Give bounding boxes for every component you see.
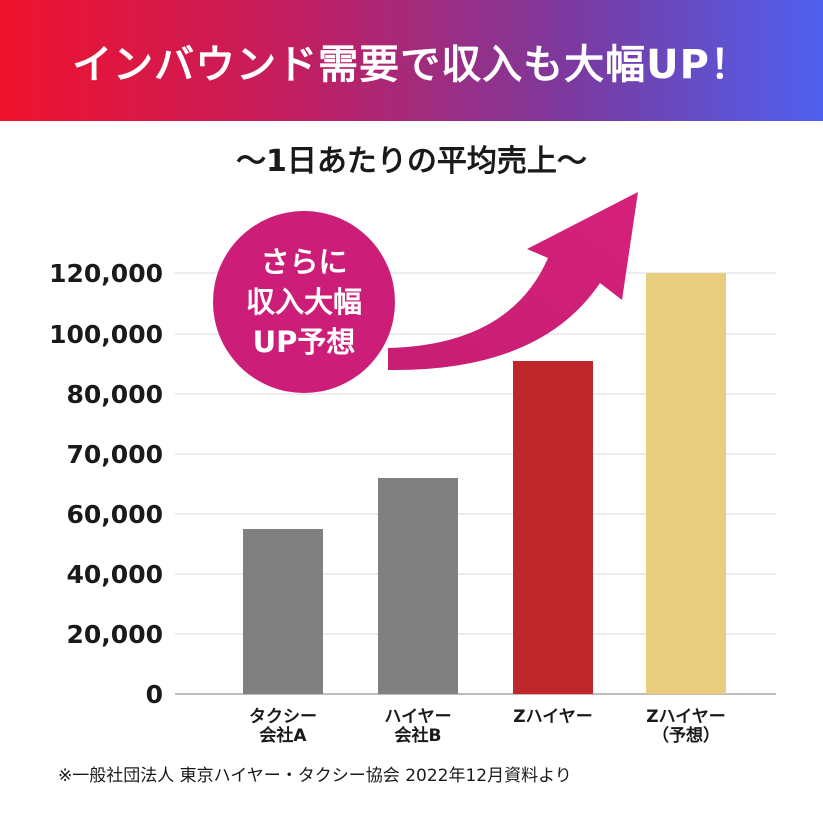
bar [243,529,323,694]
y-tick-label: 70,000 [67,440,163,469]
y-tick-label: 0 [146,680,163,709]
x-category-label: Zハイヤー [513,707,592,727]
x-category-label: 会社A [259,725,307,746]
bar [513,361,593,694]
trend-arrow-icon [388,192,638,371]
banner-title: インバウンド需要で収入も大幅UP！ [72,41,751,88]
header-banner: インバウンド需要で収入も大幅UP！ [0,0,823,121]
bar [378,478,458,694]
badge-line-2: 収入大幅 [245,285,362,319]
source-note: ※一般社団法人 東京ハイヤー・タクシー協会 2022年12月資料より [58,766,572,786]
y-tick-label: 80,000 [67,380,163,409]
y-tick-label: 100,000 [49,320,163,349]
x-category-label: ハイヤー [384,707,451,727]
chart-title: 〜1日あたりの平均売上〜 [236,144,587,179]
bar [646,273,726,694]
x-category-label: タクシー [249,707,317,727]
x-category-label: （予想） [652,725,720,746]
bar-chart: 0 20,000 40,000 60,000 70,000 80,000 100,000 12… [49,192,776,746]
badge-line-1: さらに [260,245,348,279]
y-tick-label: 60,000 [67,500,163,529]
increase-badge: さらに 収入大幅 UP予想 [213,211,395,393]
badge-line-3: UP予想 [252,325,356,359]
y-tick-label: 20,000 [67,620,163,649]
y-tick-label: 40,000 [67,560,163,589]
y-tick-label: 120,000 [49,259,163,288]
x-category-label: 会社B [395,725,442,746]
x-category-label: Zハイヤー [646,707,725,727]
